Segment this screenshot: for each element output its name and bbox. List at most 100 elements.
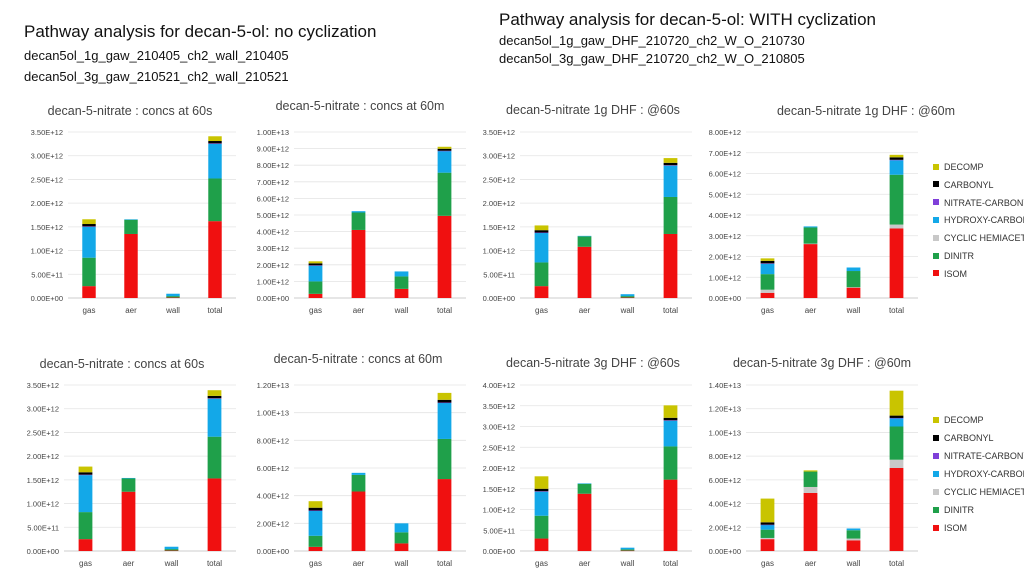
bar-segment: [351, 211, 366, 213]
legend-label: CYCLIC HEMIACETALS: [944, 233, 1024, 244]
bar-segment: [803, 486, 818, 493]
bar-segment: [437, 148, 452, 151]
header-right-title: Pathway analysis for decan-5-ol: WITH cy…: [499, 10, 876, 29]
x-tick-label: wall: [394, 559, 409, 568]
bar-segment: [803, 470, 818, 472]
bar-segment: [663, 196, 678, 234]
y-tick-label: 1.00E+13: [257, 409, 289, 418]
bar-segment: [846, 538, 861, 541]
bar-segment: [889, 426, 904, 460]
x-tick-label: wall: [620, 306, 635, 315]
x-tick-label: aer: [805, 306, 817, 315]
bar-segment: [663, 405, 678, 418]
y-tick-label: 5.00E+11: [483, 270, 515, 279]
bar-segment: [803, 226, 818, 228]
bar-segment: [534, 476, 549, 489]
bar-segment: [534, 225, 549, 231]
bar-segment: [208, 221, 222, 298]
y-tick-label: 1.20E+13: [257, 381, 289, 390]
x-tick-label: total: [889, 306, 904, 315]
y-tick-label: 1.20E+13: [709, 405, 741, 414]
bar-segment: [207, 390, 222, 396]
bar-segment: [760, 274, 775, 290]
y-tick-label: 2.50E+12: [483, 443, 515, 452]
bar-segment: [534, 491, 549, 516]
y-tick-label: 1.00E+12: [31, 247, 63, 256]
chart-title: decan-5-nitrate : concs at 60m: [274, 352, 443, 366]
bar-segment: [889, 418, 904, 427]
bar-segment: [166, 293, 180, 297]
bar-segment: [121, 477, 136, 479]
bar-segment: [308, 293, 323, 298]
bar-segment: [82, 257, 96, 287]
legend-label: ISOM: [944, 268, 968, 279]
bar-segment: [889, 224, 904, 229]
y-tick-label: 1.00E+12: [27, 500, 59, 509]
bar-segment: [208, 136, 222, 142]
legend-swatch: [933, 252, 939, 259]
bar-segment: [803, 471, 818, 487]
bar-segment: [577, 483, 592, 494]
x-tick-label: gas: [535, 559, 548, 568]
y-tick-label: 1.50E+12: [483, 485, 515, 494]
legend-item: DECOMP: [933, 415, 984, 427]
bar-segment: [620, 550, 635, 552]
y-tick-label: 3.50E+12: [31, 128, 63, 137]
bar-segment: [124, 219, 138, 234]
bar-segment: [760, 524, 775, 530]
bar-segment: [308, 510, 323, 536]
bar-segment: [803, 227, 818, 244]
bar-segment: [577, 246, 592, 298]
bar-segment: [164, 550, 179, 552]
bar-segment: [663, 420, 678, 421]
x-tick-label: wall: [846, 559, 861, 568]
x-tick-label: wall: [394, 306, 409, 315]
legend-item: CYCLIC HEMIACETALS: [933, 487, 1024, 499]
legend-item: ISOM: [933, 523, 967, 535]
y-tick-label: 5.00E+12: [709, 190, 741, 199]
bar-segment: [207, 478, 222, 551]
bar-segment: [889, 228, 904, 298]
y-tick-label: 1.00E+12: [709, 273, 741, 282]
x-tick-label: gas: [309, 306, 322, 315]
y-tick-label: 0.00E+00: [483, 294, 515, 303]
bar-segment: [889, 159, 904, 161]
y-tick-label: 0.00E+00: [257, 294, 289, 303]
y-tick-label: 1.00E+13: [709, 428, 741, 437]
bar-segment: [437, 172, 452, 216]
bar-segment: [207, 436, 222, 479]
bar-segment: [124, 233, 138, 298]
y-tick-label: 2.00E+12: [27, 452, 59, 461]
x-tick-label: total: [663, 559, 678, 568]
bar-segment: [78, 475, 93, 513]
legend-label: CARBONYL: [944, 433, 994, 443]
bar-segment: [82, 226, 96, 227]
x-tick-label: aer: [579, 306, 591, 315]
bar-segment: [663, 165, 678, 166]
bar-segment: [437, 479, 452, 551]
legend-label: ISOM: [944, 523, 968, 533]
bar-segment: [889, 468, 904, 551]
legend-swatch: [933, 506, 939, 513]
bar-segment: [124, 219, 138, 220]
legend-item: DINITR: [933, 505, 974, 517]
x-tick-label: wall: [164, 559, 179, 568]
y-tick-label: 2.50E+12: [31, 175, 63, 184]
y-tick-label: 6.00E+12: [257, 194, 289, 203]
legend-swatch: [933, 181, 939, 188]
y-tick-label: 2.00E+12: [257, 519, 289, 528]
bar-segment: [121, 478, 136, 492]
legend-label: CYCLIC HEMIACETALS: [944, 487, 1024, 497]
bar-segment: [663, 158, 678, 163]
bar-segment: [437, 438, 452, 480]
bar-segment: [437, 150, 452, 152]
bar-segment: [437, 402, 452, 404]
bar-segment: [394, 543, 409, 551]
bar-segment: [889, 417, 904, 419]
y-tick-label: 1.00E+13: [257, 128, 289, 137]
bar-segment: [663, 233, 678, 298]
bar-segment: [663, 165, 678, 197]
x-tick-label: gas: [309, 559, 322, 568]
y-tick-label: 0.00E+00: [27, 547, 59, 556]
bar-segment: [760, 498, 775, 523]
